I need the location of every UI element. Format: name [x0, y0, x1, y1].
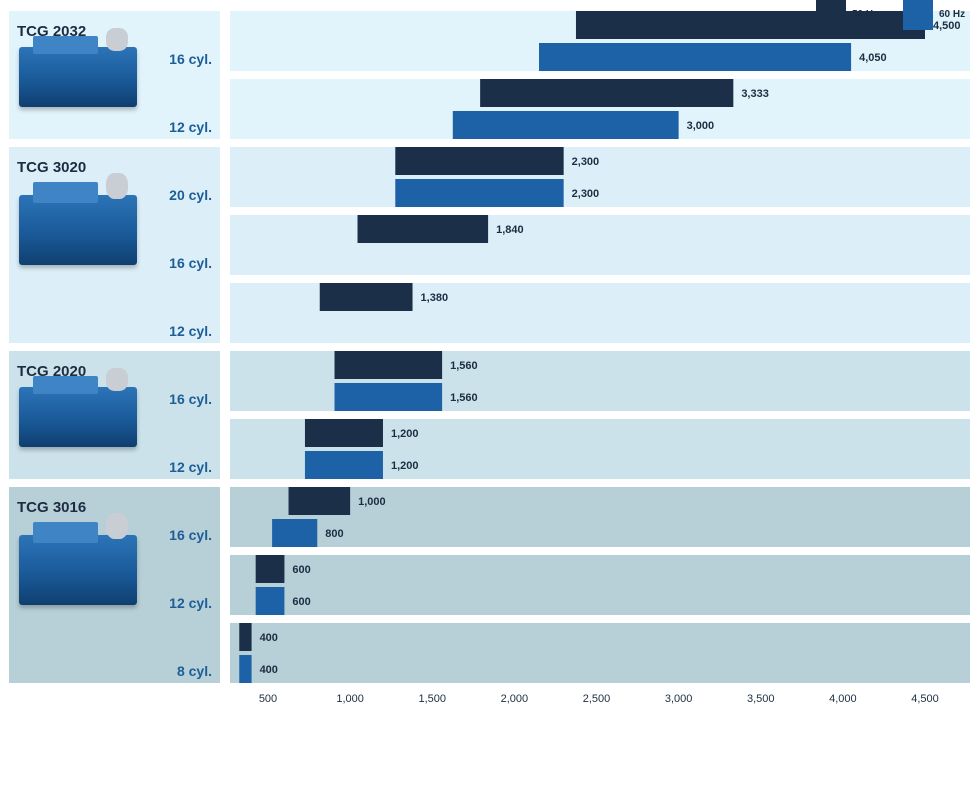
- cylinder-label: 16 cyl.: [169, 255, 212, 271]
- x-tick-label: 1,000: [336, 693, 364, 705]
- cylinder-label: 12 cyl.: [169, 323, 212, 339]
- bar-value-label: 600: [292, 564, 310, 576]
- bar-60hz: [539, 43, 852, 71]
- family-title: TCG 2032: [17, 23, 87, 40]
- bar-value-label: 1,380: [421, 292, 449, 304]
- bar-60hz: [334, 383, 443, 411]
- bar-60hz: [395, 179, 564, 207]
- family-panel: TCG 3016 16 cyl. 12 cyl. 8 cyl.: [9, 487, 220, 683]
- family-panel: TCG 2032 16 cyl. 12 cyl.: [9, 11, 220, 139]
- row-background: [230, 623, 970, 683]
- bar-60hz: [255, 587, 285, 615]
- cylinder-label: 20 cyl.: [169, 187, 212, 203]
- bar-value-label: 1,560: [450, 392, 478, 404]
- bar-value-label: 2,300: [572, 156, 600, 168]
- x-tick-label: 2,000: [501, 693, 529, 705]
- bar-value-label: 4,050: [859, 52, 887, 64]
- bar-50hz: [575, 11, 925, 39]
- bar-value-label: 3,333: [741, 88, 769, 100]
- bar-50hz: [395, 147, 564, 175]
- x-tick-label: 500: [259, 693, 277, 705]
- legend-swatch: [903, 0, 933, 30]
- bar-50hz: [480, 79, 734, 107]
- legend-swatch: [816, 0, 846, 30]
- bar-value-label: 1,200: [391, 428, 419, 440]
- cylinder-label: 8 cyl.: [176, 663, 212, 679]
- bar-value-label: 4,500: [933, 20, 961, 32]
- x-tick-label: 3,500: [747, 693, 775, 705]
- cylinder-label: 12 cyl.: [169, 595, 212, 611]
- engine-image: [19, 27, 137, 107]
- x-tick-label: 2,500: [583, 693, 611, 705]
- bar-value-label: 3,000: [687, 120, 715, 132]
- x-tick-label: 4,500: [911, 693, 939, 705]
- bar-60hz: [304, 451, 383, 479]
- bar-value-label: 800: [325, 528, 343, 540]
- bar-value-label: 400: [260, 632, 278, 644]
- bar-50hz: [357, 215, 489, 243]
- cylinder-label: 12 cyl.: [169, 119, 212, 135]
- legend-label: 60 Hz: [939, 9, 966, 20]
- cylinder-label: 16 cyl.: [169, 391, 212, 407]
- bar-value-label: 2,300: [572, 188, 600, 200]
- row-background: [230, 555, 970, 615]
- engine-image: [19, 172, 137, 265]
- engine-image: [19, 367, 137, 447]
- family-panel: TCG 2020 16 cyl. 12 cyl.: [9, 351, 220, 479]
- bar-value-label: 1,200: [391, 460, 419, 472]
- bar-value-label: 1,560: [450, 360, 478, 372]
- legend-label: 50 Hz: [852, 9, 879, 20]
- bar-value-label: 400: [260, 664, 278, 676]
- bar-value-label: 1,000: [358, 496, 386, 508]
- bar-value-label: 1,840: [496, 224, 524, 236]
- x-tick-label: 3,000: [665, 693, 693, 705]
- row-background: [230, 215, 970, 275]
- bar-value-label: 600: [292, 596, 310, 608]
- bar-50hz: [255, 555, 285, 583]
- bar-50hz: [319, 283, 413, 311]
- x-tick-label: 4,000: [829, 693, 857, 705]
- cylinder-label: 16 cyl.: [169, 527, 212, 543]
- family-title: TCG 3020: [17, 159, 87, 176]
- family-title: TCG 2020: [17, 363, 87, 380]
- row-background: [230, 487, 970, 547]
- bar-60hz: [452, 111, 679, 139]
- row-background: [230, 147, 970, 207]
- cylinder-label: 16 cyl.: [169, 51, 212, 67]
- bar-50hz: [334, 351, 443, 379]
- bar-50hz: [288, 487, 351, 515]
- family-panel: TCG 3020 20 cyl. 16 cyl. 12 cyl.: [9, 147, 220, 343]
- x-tick-label: 1,500: [418, 693, 446, 705]
- bar-50hz: [239, 623, 252, 651]
- bar-60hz: [239, 655, 252, 683]
- engine-image: [19, 512, 137, 605]
- cylinder-label: 12 cyl.: [169, 459, 212, 475]
- bar-60hz: [272, 519, 318, 547]
- bar-50hz: [304, 419, 383, 447]
- family-title: TCG 3016: [17, 499, 87, 516]
